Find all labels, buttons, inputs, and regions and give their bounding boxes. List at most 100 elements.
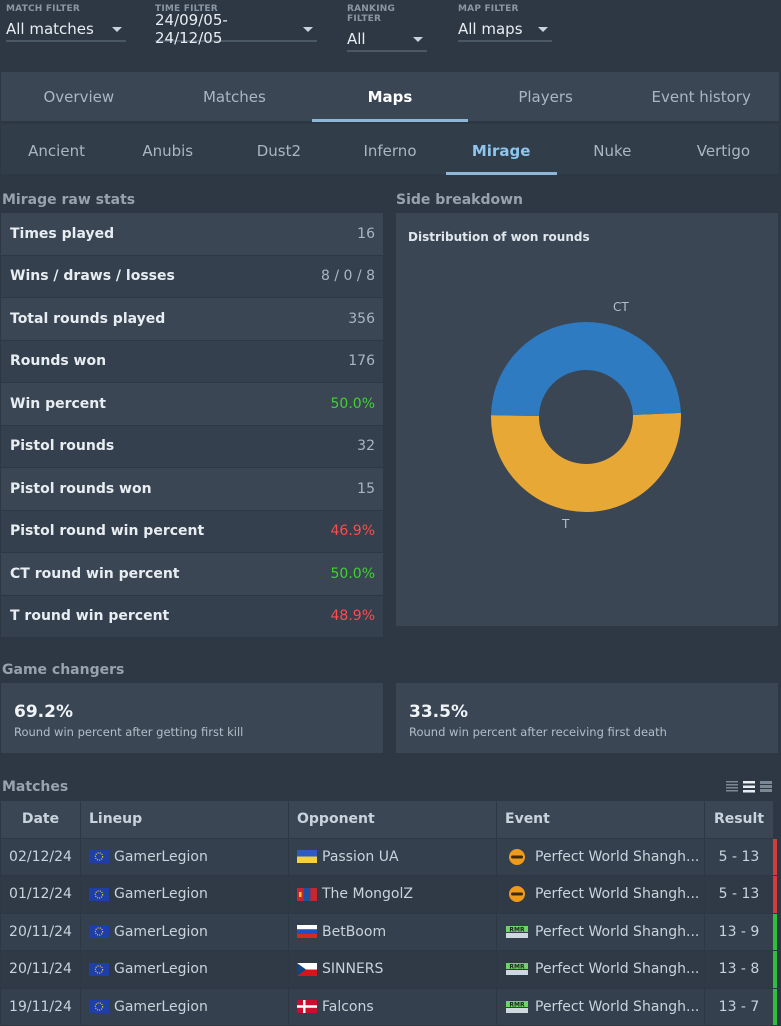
match-filter-select[interactable]: All matches — [6, 18, 126, 42]
match-event[interactable]: RMR Perfect World Shangh... — [497, 988, 705, 1025]
match-date[interactable]: 01/12/24 — [1, 876, 81, 913]
time-filter-select[interactable]: 24/09/05-24/12/05 — [155, 11, 317, 47]
lineup-name: GamerLegion — [114, 848, 208, 865]
stat-label: CT round win percent — [10, 565, 180, 582]
filter-bar: MATCH FILTER All matches TIME FILTER 24/… — [0, 0, 781, 61]
stat-row: Wins / draws / losses 8 / 0 / 8 — [1, 255, 383, 297]
match-date[interactable]: 19/11/24 — [1, 988, 81, 1025]
lineup-name: GamerLegion — [114, 961, 208, 978]
match-date[interactable]: 02/12/24 — [1, 838, 81, 875]
match-result[interactable]: 5 - 13 — [705, 876, 773, 913]
eu-flag-icon — [89, 962, 109, 976]
slice-t[interactable] — [491, 412, 681, 512]
ct-label: CT — [613, 300, 629, 314]
tab-vertigo[interactable]: Vertigo — [696, 142, 751, 160]
opponent-name: BetBoom — [322, 923, 387, 940]
stat-label: Total rounds played — [10, 310, 166, 327]
tab-overview[interactable]: Overview — [43, 88, 115, 106]
main-tab-bar: Overview Matches Maps Players Event hist… — [1, 72, 779, 122]
header-event[interactable]: Event — [497, 801, 705, 838]
match-date[interactable]: 20/11/24 — [1, 913, 81, 950]
match-result[interactable]: 13 - 7 — [705, 988, 773, 1025]
eu-flag-icon — [89, 887, 109, 901]
first-death-caption: Round win percent after receiving first … — [409, 725, 667, 739]
tab-dust2[interactable]: Dust2 — [256, 142, 301, 160]
first-kill-caption: Round win percent after getting first ki… — [14, 725, 244, 739]
tab-ancient[interactable]: Ancient — [28, 142, 85, 160]
match-lineup[interactable]: GamerLegion — [81, 988, 289, 1025]
chevron-down-icon — [112, 26, 122, 32]
slice-ct[interactable] — [491, 321, 681, 417]
large-view-icon[interactable] — [759, 780, 773, 793]
table-row[interactable]: 02/12/24 GamerLegion Passion UA Perfect Wor… — [1, 838, 777, 875]
table-row[interactable]: 19/11/24 GamerLegion Falcons RMR Perfect Wor… — [1, 988, 777, 1025]
compact-view-icon[interactable] — [725, 780, 739, 793]
first-death-win-percent: 33.5% — [409, 702, 468, 722]
map-filter-select[interactable]: All maps — [458, 18, 552, 42]
stat-value: 15 — [357, 480, 375, 497]
opponent-name: Falcons — [322, 998, 374, 1015]
stat-label: Pistol rounds won — [10, 480, 152, 497]
match-lineup[interactable]: GamerLegion — [81, 876, 289, 913]
match-lineup[interactable]: GamerLegion — [81, 838, 289, 875]
match-event[interactable]: Perfect World Shangh... — [497, 838, 705, 875]
stat-row: Rounds won 176 — [1, 340, 383, 382]
match-date[interactable]: 20/11/24 — [1, 951, 81, 988]
matches-title: Matches — [2, 779, 69, 795]
match-result[interactable]: 5 - 13 — [705, 838, 773, 875]
eu-flag-icon — [89, 850, 109, 864]
pw-major-icon — [509, 848, 525, 865]
result-indicator — [773, 838, 777, 875]
match-event[interactable]: RMR Perfect World Shangh... — [497, 913, 705, 950]
match-opponent[interactable]: Falcons — [289, 988, 497, 1025]
game-changer-card: 33.5% Round win percent after receiving … — [396, 683, 778, 753]
match-lineup[interactable]: GamerLegion — [81, 913, 289, 950]
stat-row: Times played 16 — [1, 213, 383, 255]
view-toggle — [725, 780, 773, 793]
match-result[interactable]: 13 - 9 — [705, 913, 773, 950]
mongolia-flag-icon — [297, 887, 317, 901]
map-filter: MAP FILTER All maps — [458, 4, 552, 42]
table-header-row: Date Lineup Opponent Event Result — [1, 801, 773, 838]
chevron-down-icon — [413, 36, 423, 42]
ranking-filter-select[interactable]: All — [347, 28, 427, 52]
match-event[interactable]: Perfect World Shangh... — [497, 876, 705, 913]
event-name: Perfect World Shangh... — [535, 998, 700, 1015]
tab-event-history[interactable]: Event history — [651, 88, 751, 106]
match-lineup[interactable]: GamerLegion — [81, 951, 289, 988]
lineup-name: GamerLegion — [114, 998, 208, 1015]
table-row[interactable]: 20/11/24 GamerLegion SINNERS RMR Perfect Wor… — [1, 951, 777, 988]
tab-players[interactable]: Players — [518, 88, 573, 106]
tab-mirage[interactable]: Mirage — [445, 124, 557, 175]
raw-stats-table: Times played 16 Wins / draws / losses 8 / … — [1, 213, 383, 638]
match-result[interactable]: 13 - 8 — [705, 951, 773, 988]
match-opponent[interactable]: The MongolZ — [289, 876, 497, 913]
match-opponent[interactable]: BetBoom — [289, 913, 497, 950]
header-lineup[interactable]: Lineup — [81, 801, 289, 838]
tab-nuke[interactable]: Nuke — [593, 142, 632, 160]
lineup-name: GamerLegion — [114, 923, 208, 940]
table-row[interactable]: 20/11/24 GamerLegion BetBoom RMR Perfect Wor… — [1, 913, 777, 950]
tab-maps[interactable]: Maps — [312, 72, 468, 122]
stat-label: Pistol rounds — [10, 438, 115, 455]
tab-matches[interactable]: Matches — [202, 88, 266, 106]
chevron-down-icon — [538, 26, 548, 32]
match-event[interactable]: RMR Perfect World Shangh... — [497, 951, 705, 988]
chart-title: Distribution of won rounds — [408, 230, 590, 244]
tab-inferno[interactable]: Inferno — [363, 142, 417, 160]
table-row[interactable]: 01/12/24 GamerLegion The MongolZ Perfect Wo… — [1, 876, 777, 913]
header-date[interactable]: Date — [1, 801, 81, 838]
game-changers-title: Game changers — [2, 662, 125, 678]
tab-anubis[interactable]: Anubis — [142, 142, 194, 160]
match-opponent[interactable]: SINNERS — [289, 951, 497, 988]
header-result[interactable]: Result — [705, 801, 773, 838]
rmr-icon: RMR — [506, 1000, 528, 1013]
game-changer-card: 69.2% Round win percent after getting fi… — [1, 683, 383, 753]
opponent-name: The MongolZ — [322, 886, 413, 903]
map-filter-label: MAP FILTER — [458, 4, 519, 14]
match-opponent[interactable]: Passion UA — [289, 838, 497, 875]
header-opponent[interactable]: Opponent — [289, 801, 497, 838]
normal-view-icon[interactable] — [742, 780, 756, 793]
stat-row: Pistol rounds 32 — [1, 425, 383, 467]
stat-row: Pistol round win percent 46.9% — [1, 510, 383, 552]
